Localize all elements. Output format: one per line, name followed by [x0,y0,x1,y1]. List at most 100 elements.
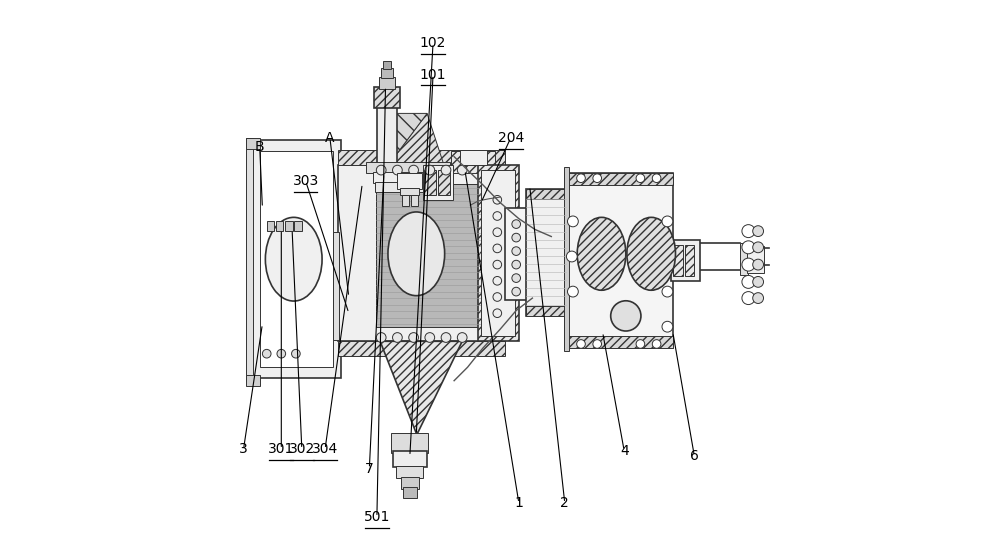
Bar [424,170,436,195]
Circle shape [652,340,661,348]
Bar [747,246,764,273]
Circle shape [568,286,578,297]
Bar [564,167,569,351]
Bar [338,150,505,165]
Circle shape [566,251,577,262]
Circle shape [742,225,755,238]
Circle shape [577,340,585,348]
Bar [246,138,253,381]
Ellipse shape [627,217,675,291]
Bar [381,68,393,78]
Bar [402,195,409,206]
Circle shape [753,226,764,237]
Circle shape [742,258,755,271]
Ellipse shape [577,217,626,291]
Bar [411,195,418,206]
Bar [246,138,260,148]
Circle shape [512,233,521,242]
Circle shape [742,275,755,288]
Circle shape [376,165,386,175]
Circle shape [493,212,502,220]
Bar [396,466,423,478]
Circle shape [292,349,300,358]
Bar [276,221,283,231]
Bar [374,87,400,108]
Circle shape [753,259,764,270]
Text: 7: 7 [365,462,374,476]
Circle shape [512,247,521,255]
Bar [526,189,566,316]
Circle shape [376,333,386,342]
Text: 6: 6 [690,449,699,463]
Circle shape [512,274,521,282]
Bar [505,208,528,300]
Circle shape [753,242,764,253]
Text: 101: 101 [420,68,446,82]
Circle shape [425,165,435,175]
Bar [740,243,748,275]
Bar [685,245,694,276]
Bar [377,101,397,168]
Circle shape [493,309,502,318]
Bar [451,151,495,173]
Text: 4: 4 [620,444,629,458]
Text: 303: 303 [292,174,319,188]
Bar [338,165,505,341]
Bar [338,341,505,356]
Bar [526,306,566,316]
Text: 2: 2 [560,496,569,510]
Circle shape [753,276,764,287]
Bar [478,165,519,341]
Circle shape [652,174,661,183]
Circle shape [593,174,602,183]
Circle shape [493,276,502,285]
Bar [294,221,302,231]
Text: 501: 501 [364,510,390,524]
Polygon shape [387,113,443,167]
Bar [383,61,391,69]
Circle shape [441,165,451,175]
Circle shape [662,286,673,297]
Bar [565,173,673,185]
Ellipse shape [388,212,445,296]
Circle shape [611,301,641,331]
Bar [400,188,419,195]
Circle shape [393,165,402,175]
Circle shape [277,349,286,358]
Circle shape [568,216,578,227]
Circle shape [753,293,764,303]
Bar [391,433,428,453]
Circle shape [393,333,402,342]
Bar [373,172,441,183]
Text: B: B [255,140,265,154]
Circle shape [742,292,755,305]
Bar [260,151,333,367]
Polygon shape [380,341,462,435]
Bar [376,184,481,327]
Bar [403,487,417,498]
Circle shape [742,241,755,254]
Bar [671,240,700,281]
Bar [375,182,438,192]
Circle shape [662,216,673,227]
Circle shape [425,333,435,342]
Bar [285,221,293,231]
Circle shape [512,220,521,228]
Text: A: A [325,131,335,145]
Circle shape [512,287,521,296]
Text: 3: 3 [239,442,248,456]
Bar [379,77,395,89]
Bar [267,221,274,231]
Bar [526,189,566,199]
Bar [397,173,422,189]
Bar [673,245,683,276]
Text: 302: 302 [289,442,315,456]
Ellipse shape [265,217,322,301]
Circle shape [493,293,502,301]
Circle shape [593,340,602,348]
Bar [438,170,450,195]
Circle shape [457,333,467,342]
Bar [246,375,260,386]
Bar [565,173,673,348]
Text: 102: 102 [420,36,446,50]
